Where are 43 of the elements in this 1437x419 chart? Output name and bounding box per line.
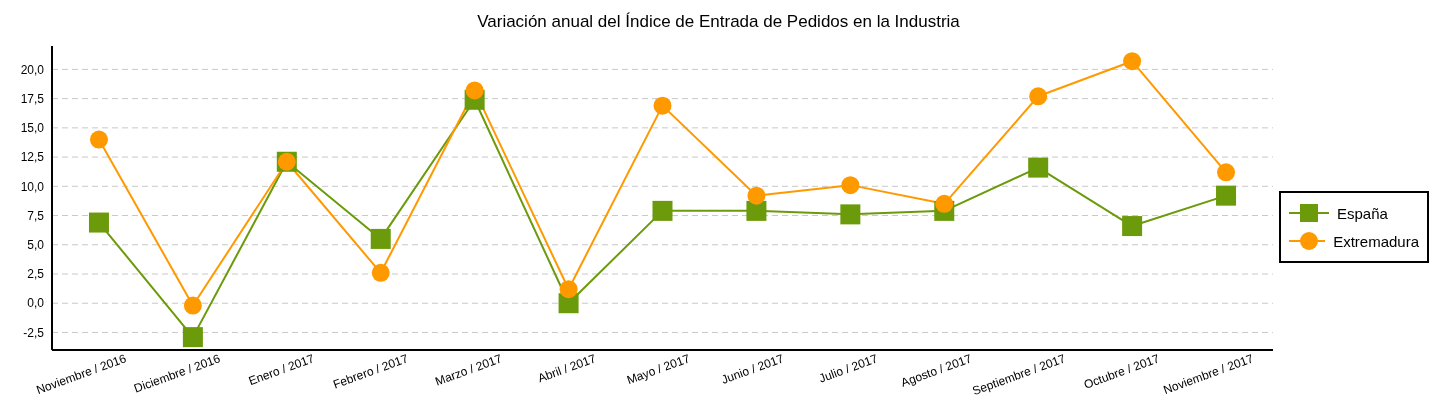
y-tick-label: 20,0 — [20, 62, 45, 77]
point — [182, 327, 203, 348]
point — [1216, 185, 1237, 206]
y-tick-label: 15,0 — [20, 121, 45, 136]
point — [747, 186, 766, 205]
point — [652, 200, 673, 221]
legend-label: España — [1337, 204, 1388, 222]
point — [89, 130, 108, 149]
point — [88, 212, 109, 233]
x-tick-label: Mayo / 2017 — [624, 351, 693, 388]
y-tick-label: 2,5 — [27, 267, 45, 282]
y-tick-label: 7,5 — [27, 208, 45, 223]
y-tick-label: -2,5 — [23, 325, 45, 340]
point — [841, 176, 860, 195]
x-tick-label: Febrero / 2017 — [331, 351, 411, 392]
point — [465, 81, 484, 100]
point — [840, 204, 861, 225]
point — [653, 96, 672, 115]
point — [1028, 157, 1049, 178]
point — [1217, 163, 1236, 182]
x-tick-label: Agosto / 2017 — [899, 351, 974, 390]
x-tick-label: Marzo / 2017 — [433, 351, 505, 389]
point — [559, 280, 578, 299]
y-tick-label: 0,0 — [27, 296, 45, 311]
x-tick-label: Abril / 2017 — [535, 351, 599, 386]
y-tick-label: 5,0 — [27, 238, 45, 253]
x-tick-label: Octubre / 2017 — [1081, 351, 1162, 392]
legend-label: Extremadura — [1333, 232, 1419, 250]
point — [746, 200, 767, 221]
y-tick-label: 10,0 — [20, 179, 45, 194]
y-tick-label: 12,5 — [20, 150, 45, 165]
chart-title: Variación anual del Índice de Entrada de Pedidos en la Industria — [476, 11, 961, 33]
x-tick-label: Junio / 2017 — [719, 351, 786, 387]
point — [1029, 87, 1048, 106]
point — [1122, 216, 1143, 237]
point — [371, 263, 390, 282]
x-tick-label: Enero / 2017 — [246, 351, 317, 389]
y-tick-label: 17,5 — [20, 91, 45, 106]
point — [1123, 52, 1142, 71]
x-tick-label: Julio / 2017 — [817, 351, 880, 386]
point — [183, 296, 202, 315]
point — [935, 194, 954, 213]
point — [370, 228, 391, 249]
